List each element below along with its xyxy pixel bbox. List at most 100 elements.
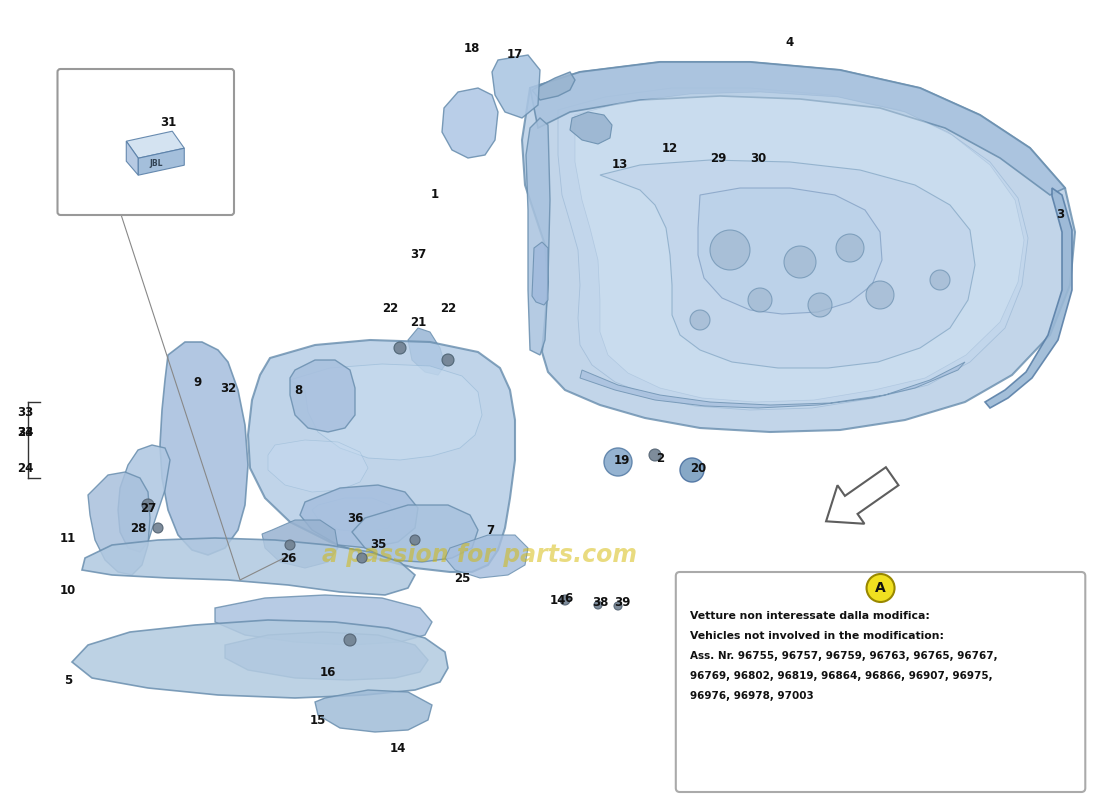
Polygon shape — [82, 538, 415, 595]
Text: JBL: JBL — [150, 158, 163, 168]
Circle shape — [594, 601, 602, 609]
Polygon shape — [698, 188, 882, 314]
Text: 96976, 96978, 97003: 96976, 96978, 97003 — [690, 691, 814, 701]
Polygon shape — [300, 485, 418, 548]
Text: 96769, 96802, 96819, 96864, 96866, 96907, 96975,: 96769, 96802, 96819, 96864, 96866, 96907… — [690, 671, 992, 681]
Circle shape — [410, 535, 420, 545]
Circle shape — [680, 458, 704, 482]
Circle shape — [710, 230, 750, 270]
Circle shape — [866, 281, 894, 309]
Polygon shape — [526, 118, 550, 355]
Polygon shape — [315, 690, 432, 732]
Text: 23: 23 — [16, 426, 33, 438]
Polygon shape — [226, 632, 428, 680]
Text: 26: 26 — [279, 551, 296, 565]
Circle shape — [153, 523, 163, 533]
Text: 20: 20 — [690, 462, 706, 474]
Polygon shape — [72, 620, 448, 698]
Text: 33: 33 — [16, 406, 33, 418]
Polygon shape — [88, 472, 150, 575]
Circle shape — [285, 540, 295, 550]
Text: 37: 37 — [410, 249, 426, 262]
Polygon shape — [160, 342, 248, 555]
Circle shape — [930, 270, 950, 290]
Polygon shape — [312, 498, 395, 532]
Text: 15: 15 — [310, 714, 327, 726]
Polygon shape — [139, 148, 185, 175]
Circle shape — [394, 342, 406, 354]
Text: Vetture non interessate dalla modifica:: Vetture non interessate dalla modifica: — [690, 611, 930, 621]
Polygon shape — [126, 131, 185, 158]
Text: 19: 19 — [614, 454, 630, 466]
Text: 36: 36 — [346, 511, 363, 525]
Circle shape — [358, 553, 367, 563]
Polygon shape — [580, 362, 965, 408]
Text: 30: 30 — [750, 151, 766, 165]
Text: 12: 12 — [662, 142, 678, 154]
Text: Vehicles not involved in the modification:: Vehicles not involved in the modificatio… — [690, 631, 944, 641]
FancyBboxPatch shape — [675, 572, 1086, 792]
Text: 6: 6 — [564, 591, 572, 605]
Text: 10: 10 — [59, 583, 76, 597]
Polygon shape — [600, 160, 975, 368]
Text: 14: 14 — [550, 594, 566, 606]
Polygon shape — [492, 55, 540, 118]
Polygon shape — [570, 112, 612, 144]
Text: 18: 18 — [464, 42, 481, 54]
Circle shape — [442, 354, 454, 366]
Polygon shape — [575, 92, 1024, 402]
Text: 1: 1 — [431, 189, 439, 202]
Text: 7: 7 — [486, 523, 494, 537]
Circle shape — [867, 574, 894, 602]
Polygon shape — [826, 467, 899, 524]
Text: 5: 5 — [64, 674, 73, 686]
Text: Ass. Nr. 96755, 96757, 96759, 96763, 96765, 96767,: Ass. Nr. 96755, 96757, 96759, 96763, 967… — [690, 651, 998, 661]
Polygon shape — [290, 364, 482, 460]
Circle shape — [560, 595, 570, 605]
Circle shape — [808, 293, 832, 317]
Text: 17: 17 — [507, 49, 524, 62]
Polygon shape — [248, 340, 515, 572]
FancyBboxPatch shape — [57, 69, 234, 215]
Text: 28: 28 — [130, 522, 146, 534]
Text: a passion for parts.com: a passion for parts.com — [322, 543, 638, 567]
Polygon shape — [214, 595, 432, 645]
Polygon shape — [446, 535, 528, 578]
Circle shape — [344, 634, 356, 646]
Polygon shape — [268, 440, 368, 492]
Text: 11: 11 — [59, 531, 76, 545]
Polygon shape — [262, 520, 338, 568]
Circle shape — [649, 449, 661, 461]
Polygon shape — [126, 141, 139, 175]
Text: A: A — [876, 581, 886, 595]
Circle shape — [142, 499, 154, 511]
Text: 34: 34 — [16, 426, 33, 438]
Text: 38: 38 — [592, 595, 608, 609]
Text: 25: 25 — [454, 571, 470, 585]
Polygon shape — [522, 62, 1075, 432]
Polygon shape — [408, 328, 446, 375]
Text: 4: 4 — [785, 35, 794, 49]
Text: 31: 31 — [160, 115, 176, 129]
Text: 14: 14 — [389, 742, 406, 754]
Polygon shape — [290, 360, 355, 432]
Text: 3: 3 — [1056, 209, 1064, 222]
Polygon shape — [530, 62, 1065, 195]
Circle shape — [690, 310, 710, 330]
Text: 32: 32 — [220, 382, 236, 394]
Text: 24: 24 — [16, 462, 33, 474]
Text: 8: 8 — [294, 383, 302, 397]
Polygon shape — [532, 72, 575, 100]
Text: 9: 9 — [194, 375, 202, 389]
Text: 13: 13 — [612, 158, 628, 171]
Text: 29: 29 — [710, 151, 726, 165]
Polygon shape — [442, 88, 498, 158]
Text: 27: 27 — [140, 502, 156, 514]
Text: 2: 2 — [656, 451, 664, 465]
Text: 22: 22 — [382, 302, 398, 314]
Text: 39: 39 — [614, 595, 630, 609]
Text: 21: 21 — [410, 315, 426, 329]
Polygon shape — [532, 242, 548, 305]
Circle shape — [614, 602, 622, 610]
Polygon shape — [352, 505, 478, 562]
